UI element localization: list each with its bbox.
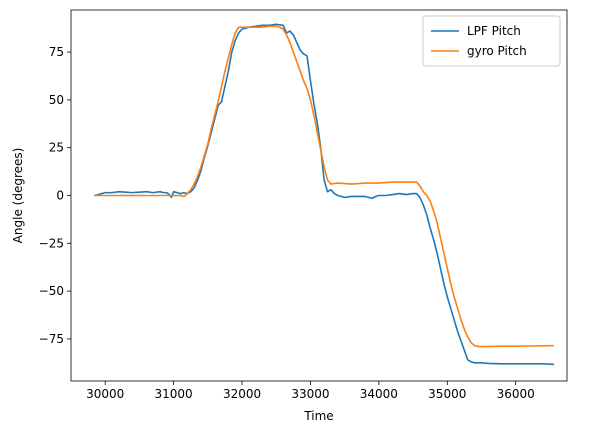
y-axis-label: Angle (degrees) [11,148,25,244]
legend-frame [422,15,561,67]
x-tick-label: 36000 [497,387,535,401]
y-tick-label: 50 [49,93,64,107]
series-line-0 [94,23,555,366]
x-axis-label: Time [303,409,333,423]
y-tick-label: −25 [39,236,64,250]
legend-label-0: LPF Pitch [467,24,521,38]
y-tick-label: 25 [49,141,64,155]
y-tick-label: 0 [56,189,64,203]
series-layer [94,23,555,366]
x-tick-label: 34000 [360,387,398,401]
legend: LPF Pitch gyro Pitch [422,15,561,67]
y-tick-label: 75 [49,45,64,59]
x-tick-label: 30000 [86,387,124,401]
x-tick-label: 31000 [155,387,193,401]
x-tick-label: 32000 [223,387,261,401]
legend-label-1: gyro Pitch [467,44,527,58]
y-axis: 75 50 25 0 −25 −50 −75 [39,45,71,346]
y-tick-label: −50 [39,284,64,298]
x-tick-label: 35000 [428,387,466,401]
series-line-1 [94,25,555,348]
x-tick-label: 33000 [291,387,329,401]
y-tick-label: −75 [39,332,64,346]
x-axis: 30000 31000 32000 33000 34000 35000 36000 [86,381,535,401]
